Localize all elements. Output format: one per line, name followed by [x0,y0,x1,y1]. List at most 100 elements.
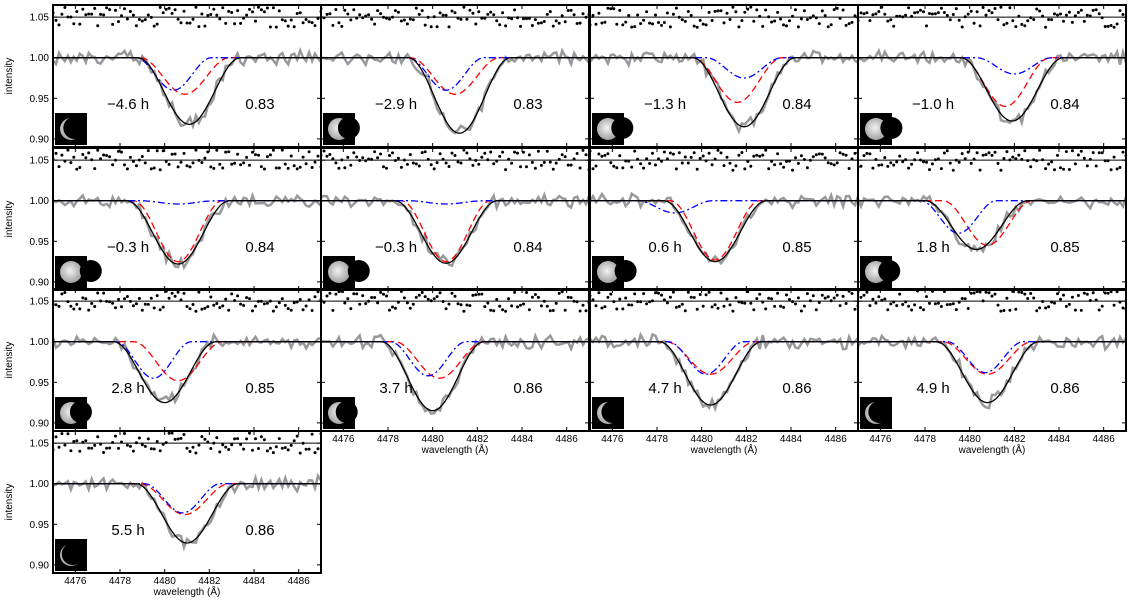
residual-point [734,164,738,168]
residual-point [826,161,830,165]
residual-point [1100,16,1104,20]
residual-point [862,293,866,297]
residual-point [215,436,219,440]
residual-point [933,12,937,16]
residual-point [710,305,714,309]
residual-point [674,305,678,309]
residual-point [498,23,502,27]
residual-point [877,295,881,299]
residual-point [527,308,531,312]
time-label: −1.3 h [644,96,686,113]
residual-point [844,302,848,305]
residual-point [268,299,272,303]
residual-point [179,21,183,25]
residual-point [710,19,714,22]
residual-point [194,309,198,313]
residual-point [367,299,371,303]
residual-point [728,18,732,21]
residual-point [507,16,511,20]
residual-point [618,154,622,158]
residual-point [987,151,991,155]
y-tick-label: 1.05 [30,156,50,167]
residual-point [140,19,144,23]
residual-point [358,159,362,162]
residual-point [1047,162,1051,166]
residual-point [93,167,97,171]
residual-point [468,304,472,308]
residual-point [594,164,598,168]
residual-point [471,163,475,167]
residual-point [939,6,943,10]
residual-point [615,166,619,170]
residual-point [621,23,625,27]
moon-phase-inset [55,256,102,288]
residual-point [182,291,186,295]
residual-point [1097,151,1101,155]
residual-point [114,306,117,310]
residual-point [125,167,129,171]
residual-point [167,431,171,435]
residual-point [185,305,189,308]
residual-point [758,292,762,296]
residual-point [743,10,747,14]
residual-point [510,304,514,308]
residual-point [245,155,249,159]
residual-point [668,25,672,29]
residual-point [636,300,640,304]
residual-point [993,150,997,154]
residual-point [78,166,82,169]
residual-point [337,290,341,294]
residual-point [292,439,296,443]
residual-point [498,304,502,308]
residual-point [388,308,391,312]
residual-point [143,161,147,165]
residual-point [405,162,409,166]
residual-point [951,13,955,16]
residual-point [111,441,115,444]
residual-point [265,155,269,159]
residual-point [456,302,460,306]
residual-point [259,165,263,169]
residual-point [522,302,525,306]
residual-point [916,10,920,14]
residual-point [170,291,174,295]
residual-point [280,18,284,22]
residual-point [125,17,129,21]
residual-point [173,8,177,12]
residual-point [1064,304,1068,308]
residual-point [450,151,454,155]
observed-spectrum-line [53,191,321,271]
residual-point [960,25,964,29]
residual-point [1017,14,1021,18]
residual-point [770,159,774,163]
residual-point [379,12,383,16]
residual-point [539,304,543,308]
residual-point [925,160,928,164]
residual-point [218,450,222,454]
residual-point [996,18,1000,22]
residual-point [895,304,899,308]
residual-point [492,13,496,17]
time-label: 4.7 h [648,380,681,397]
residual-point [54,435,58,439]
residual-point [651,22,654,26]
residual-point [206,14,210,17]
residual-point [898,292,902,296]
residual-point [551,24,555,28]
residual-point [1053,301,1056,305]
residual-point [277,9,281,13]
residual-point [176,17,180,21]
residual-point [662,298,666,302]
residual-point [907,6,911,10]
residual-point [108,300,112,304]
residual-point [1005,296,1009,300]
residual-point [612,300,616,304]
time-label: 3.7 h [379,380,412,397]
residual-point [901,15,905,19]
residual-point [459,17,463,21]
residual-point [805,18,809,21]
residual-point [731,168,735,172]
residual-point [606,6,610,10]
residual-point [1097,12,1101,16]
